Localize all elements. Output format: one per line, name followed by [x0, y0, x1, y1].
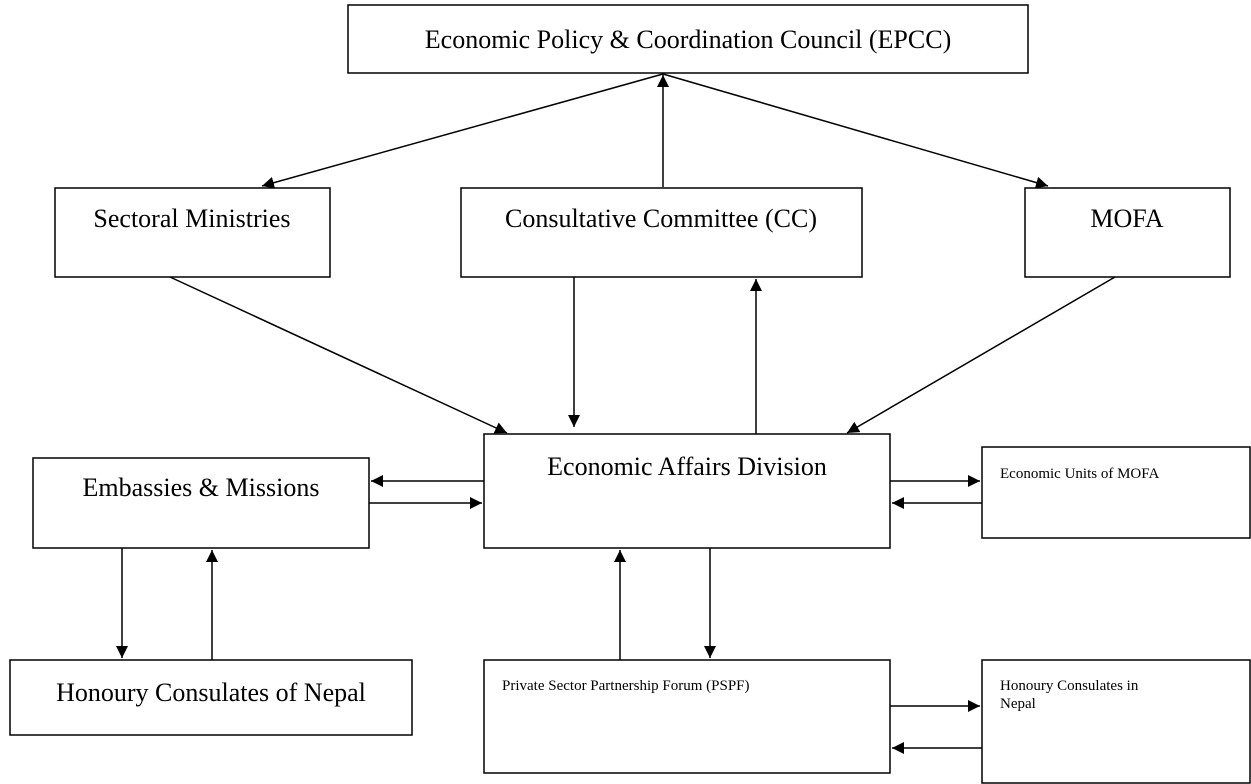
boxes	[9, 4, 1251, 784]
node-box	[347, 4, 1029, 74]
arrow	[261, 73, 664, 189]
node-box	[483, 659, 891, 774]
node-label: Economic Policy & Coordination Council (…	[425, 25, 951, 54]
node-label: Nepal	[1000, 696, 1036, 712]
node-label: Honoury Consulates of Nepal	[56, 678, 366, 707]
node-label: MOFA	[1090, 204, 1163, 233]
node-box	[981, 446, 1251, 539]
arrows	[116, 73, 1116, 754]
node-label: Sectoral Ministries	[93, 204, 290, 233]
node-box	[54, 187, 331, 278]
arrow	[169, 276, 508, 434]
node-box	[9, 659, 413, 736]
node-label: Honoury Consulates in	[1000, 678, 1139, 694]
node-box	[483, 433, 891, 549]
node-label: Embassies & Missions	[83, 473, 320, 502]
arrow	[846, 276, 1116, 434]
labels: Economic Policy & Coordination Council (…	[56, 25, 1164, 712]
node-box	[32, 457, 370, 549]
node-label: Private Sector Partnership Forum (PSPF)	[502, 678, 750, 694]
node-box	[460, 187, 863, 278]
arrow	[662, 73, 1049, 189]
node-box	[981, 659, 1251, 784]
node-label: Economic Affairs Division	[547, 452, 827, 481]
node-label: Consultative Committee (CC)	[505, 204, 817, 233]
node-box	[1024, 187, 1231, 278]
node-label: Economic Units of MOFA	[1000, 466, 1159, 482]
